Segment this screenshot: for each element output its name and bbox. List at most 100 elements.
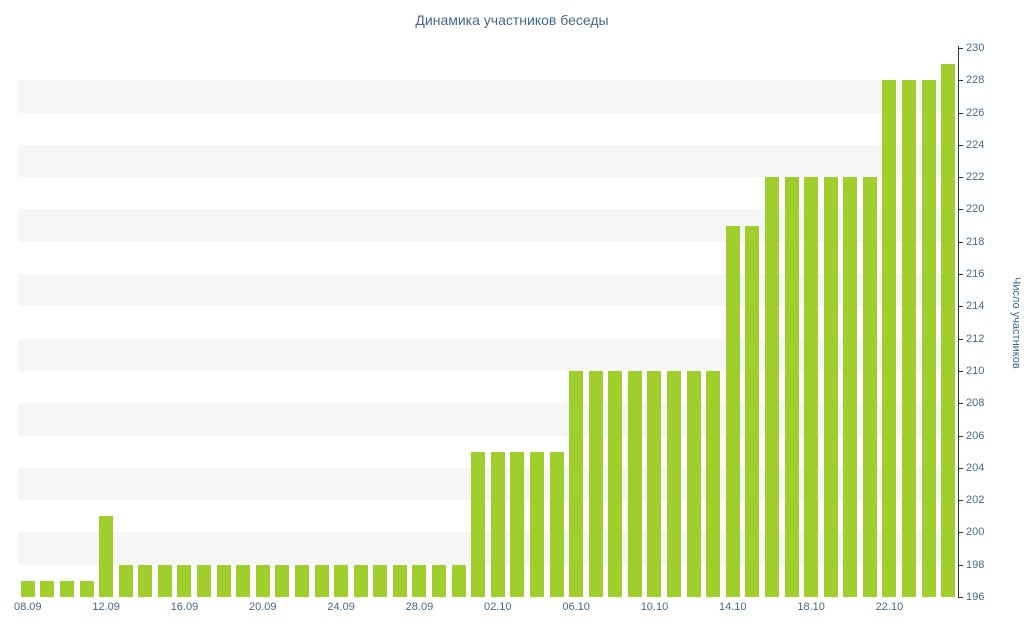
bar-14.10 <box>725 225 740 597</box>
x-tick-label: 28.09 <box>405 601 434 613</box>
bar-23.10 <box>902 80 917 597</box>
y-tick-label: 214 <box>966 300 985 313</box>
y-tick-label: 212 <box>966 332 985 345</box>
y-tick-mark <box>958 403 963 405</box>
bar-08.09 <box>20 580 35 597</box>
bar-05.10 <box>549 451 564 597</box>
bar-03.10 <box>510 451 525 597</box>
y-tick-mark <box>958 564 963 566</box>
bar-18.10 <box>804 177 819 597</box>
y-tick-mark <box>958 274 963 276</box>
y-tick-mark <box>958 338 963 340</box>
y-tick-label: 204 <box>966 461 985 474</box>
bar-13.09 <box>118 564 133 597</box>
bar-22.10 <box>882 80 897 597</box>
bar-20.09 <box>255 564 270 597</box>
y-tick-label: 224 <box>966 138 985 151</box>
bar-06.10 <box>569 370 584 597</box>
bar-17.10 <box>784 177 799 597</box>
y-tick-mark <box>958 467 963 469</box>
bar-11.09 <box>79 580 94 597</box>
bar-02.10 <box>490 451 505 597</box>
bar-18.09 <box>216 564 231 597</box>
y-tick-label: 220 <box>966 203 985 216</box>
x-tick-label: 14.10 <box>719 601 747 613</box>
y-tick-mark <box>958 80 963 82</box>
plot-area <box>18 48 958 597</box>
bar-23.09 <box>314 564 329 597</box>
x-tick-label: 16.09 <box>170 601 199 613</box>
y-tick-label: 202 <box>966 494 985 507</box>
bar-21.09 <box>275 564 290 597</box>
grid-band <box>18 209 958 242</box>
grid-band <box>18 532 958 565</box>
x-tick-label: 02.10 <box>484 601 512 613</box>
y-tick-mark <box>958 370 963 372</box>
bar-20.10 <box>843 177 858 597</box>
bar-25.09 <box>353 564 368 597</box>
chart-title: Динамика участников беседы <box>415 12 609 28</box>
bar-29.09 <box>432 564 447 597</box>
y-tick-label: 198 <box>966 558 985 571</box>
bar-09.09 <box>40 580 55 597</box>
x-axis-labels: 08.09 12.09 16.09 20.09 24.09 28.09 02.10 06.10… <box>0 601 1024 617</box>
bar-14.09 <box>138 564 153 597</box>
grid-band <box>18 144 958 178</box>
grid-band <box>18 80 958 113</box>
y-axis-title: Число участников <box>1010 276 1022 369</box>
bar-13.10 <box>706 370 721 597</box>
bar-17.09 <box>197 564 212 597</box>
bar-09.10 <box>627 370 642 597</box>
grid-band <box>18 274 958 307</box>
y-tick-mark <box>958 144 963 146</box>
y-tick-label: 208 <box>966 397 985 410</box>
grid-band <box>18 338 958 371</box>
y-axis-line <box>958 46 959 598</box>
y-tick-mark <box>958 241 963 243</box>
y-tick-mark <box>958 177 963 179</box>
y-tick-mark <box>958 597 963 598</box>
bar-16.09 <box>177 564 192 597</box>
grid-band <box>18 403 958 436</box>
y-tick-label: 218 <box>966 235 985 248</box>
bar-15.09 <box>157 564 172 597</box>
bar-22.09 <box>294 564 309 597</box>
bar-21.10 <box>862 177 877 597</box>
y-axis-ticks: 230 228 226 224 222 220 218 216 214 212 210 208 206 2… <box>958 42 1022 603</box>
x-tick-label: 24.09 <box>327 601 355 613</box>
bar-08.10 <box>608 370 623 597</box>
y-tick-label: 228 <box>966 74 985 87</box>
bar-10.10 <box>647 370 662 597</box>
y-tick-label: 210 <box>966 364 985 377</box>
bar-16.10 <box>764 177 779 597</box>
y-tick-label: 230 <box>966 42 985 54</box>
x-tick-label: 22.10 <box>875 601 904 613</box>
bar-26.09 <box>373 564 388 597</box>
x-tick-label: 18.10 <box>797 601 825 613</box>
grid-band <box>18 467 958 501</box>
bar-19.09 <box>236 564 251 597</box>
bar-11.10 <box>667 370 682 597</box>
y-tick-mark <box>958 306 963 308</box>
bar-24.10 <box>921 80 936 597</box>
y-tick-mark <box>958 532 963 534</box>
y-tick-mark <box>958 209 963 211</box>
bar-15.10 <box>745 225 760 597</box>
bar-25.10 <box>941 64 956 597</box>
bar-30.09 <box>451 564 466 597</box>
x-tick-label: 08.09 <box>14 601 42 613</box>
y-tick-label: 216 <box>966 268 985 281</box>
y-tick-label: 222 <box>966 171 985 184</box>
bar-12.09 <box>99 516 114 597</box>
y-tick-mark <box>958 500 963 502</box>
bar-19.10 <box>823 177 838 597</box>
bar-27.09 <box>392 564 407 597</box>
y-tick-mark <box>958 435 963 437</box>
x-tick-label: 06.10 <box>562 601 590 613</box>
y-tick-label: 196 <box>966 591 985 603</box>
bar-10.09 <box>59 580 74 597</box>
bar-24.09 <box>334 564 349 597</box>
y-tick-mark <box>958 112 963 114</box>
x-tick-label: 10.10 <box>640 601 669 613</box>
